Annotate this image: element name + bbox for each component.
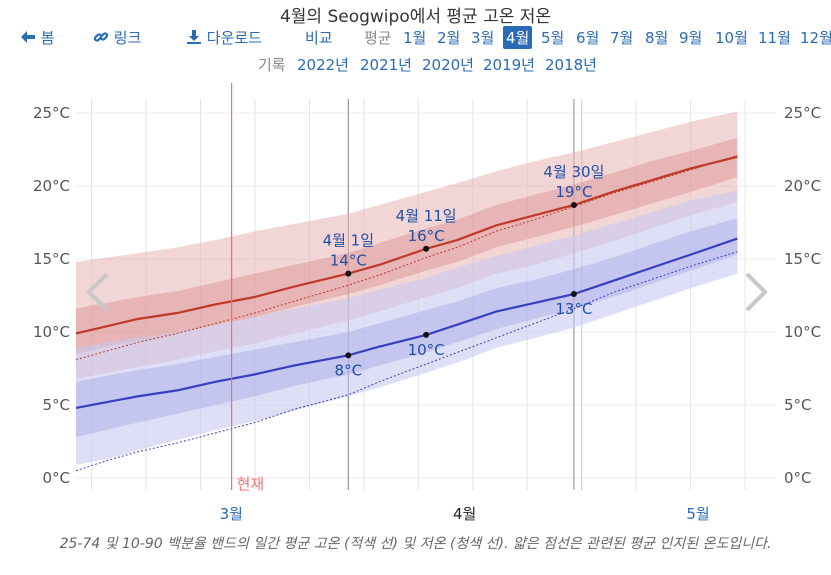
chart-caption: 25-74 및 10-90 백분율 밴드의 일간 평균 고온 (적색 선) 및 … bbox=[59, 536, 772, 552]
y-tick-label-right: 0°C bbox=[784, 469, 812, 487]
prev-arrow-icon[interactable] bbox=[86, 272, 109, 312]
record-year-2021[interactable]: 2021년 bbox=[360, 56, 412, 74]
high-annotation-label: 16°C bbox=[408, 227, 445, 245]
annotation-date-label: 4월 30일 bbox=[543, 163, 604, 181]
y-tick-label-right: 15°C bbox=[784, 250, 821, 268]
back-spring-link[interactable]: 봄 bbox=[20, 27, 55, 48]
link-button[interactable]: 링크 bbox=[93, 27, 141, 48]
page-title: 4월의 Seogwipo에서 평균 고온 저온 bbox=[279, 7, 552, 27]
month-link-3[interactable]: 3월 bbox=[471, 29, 495, 47]
high-annotation-point bbox=[345, 270, 352, 277]
low-perceived-dotted-line bbox=[75, 251, 738, 472]
y-tick-label-left: 5°C bbox=[42, 396, 70, 414]
low-annotation-label: 10°C bbox=[408, 341, 445, 359]
low-annotation-point bbox=[345, 352, 352, 359]
record-year-2019[interactable]: 2019년 bbox=[483, 56, 535, 74]
line-layer bbox=[75, 83, 738, 490]
low-band-25-75 bbox=[76, 218, 738, 438]
high-band-10-90 bbox=[76, 111, 738, 379]
download-button[interactable]: 다운로드 bbox=[186, 27, 262, 48]
month-link-11[interactable]: 11월 bbox=[758, 29, 791, 47]
now-label: 현재 bbox=[237, 475, 265, 493]
y-tick-label-right: 20°C bbox=[784, 177, 821, 195]
y-tick-label-left: 10°C bbox=[33, 323, 70, 341]
temperature-chart: 0°C 0°C 5°C 5°C 10°C 10°C 15°C 15°C 20°C 20°C 25°C… bbox=[33, 83, 821, 523]
low-annotation-label: 8°C bbox=[335, 361, 363, 379]
low-band-10-90 bbox=[76, 190, 738, 465]
high-perceived-dotted-line bbox=[75, 154, 738, 361]
high-annotation-label: 19°C bbox=[555, 183, 592, 201]
next-arrow-icon[interactable] bbox=[745, 272, 768, 312]
y-tick-label-left: 0°C bbox=[42, 469, 70, 487]
record-year-2020[interactable]: 2020년 bbox=[422, 56, 474, 74]
month-label: 3월 bbox=[220, 505, 243, 523]
month-link-12[interactable]: 12월 bbox=[800, 29, 831, 47]
y-tick-label-right: 25°C bbox=[784, 104, 821, 122]
high-annotation-label: 14°C bbox=[330, 252, 367, 270]
low-temperature-line bbox=[75, 237, 738, 410]
low-annotation-label: 13°C bbox=[555, 300, 592, 318]
band-layer bbox=[76, 111, 738, 465]
link-label: 링크 bbox=[113, 29, 142, 47]
y-tick-label-right: 10°C bbox=[784, 323, 821, 341]
annotation-date-label: 4월 1일 bbox=[323, 232, 374, 250]
month-link-8[interactable]: 8월 bbox=[645, 29, 669, 47]
month-link-6[interactable]: 6월 bbox=[576, 29, 600, 47]
y-tick-label-right: 5°C bbox=[784, 396, 812, 414]
high-annotation-point bbox=[570, 201, 577, 208]
download-label: 다운로드 bbox=[206, 29, 262, 47]
high-annotation-point bbox=[423, 245, 430, 252]
annotation-date-label: 4월 11일 bbox=[396, 207, 457, 225]
month-link-10[interactable]: 10월 bbox=[715, 29, 748, 47]
y-tick-label-left: 20°C bbox=[33, 177, 70, 195]
y-tick-label-left: 15°C bbox=[33, 250, 70, 268]
y-tick-label-left: 25°C bbox=[33, 104, 70, 122]
month-label: 5월 bbox=[686, 505, 709, 523]
month-link-4-active[interactable]: 4월 bbox=[503, 26, 533, 49]
arrow-left-icon bbox=[21, 31, 35, 43]
average-label: 평균 bbox=[364, 29, 392, 47]
download-icon bbox=[187, 30, 201, 44]
month-link-5[interactable]: 5월 bbox=[541, 29, 565, 47]
high-temperature-line bbox=[75, 155, 738, 335]
record-year-2022[interactable]: 2022년 bbox=[297, 56, 349, 74]
low-annotation-point bbox=[423, 331, 430, 338]
month-link-7[interactable]: 7월 bbox=[610, 29, 634, 47]
link-icon bbox=[93, 32, 109, 42]
records-row: 기록 2022년 2021년 2020년 2019년 2018년 bbox=[0, 54, 831, 74]
records-label: 기록 bbox=[258, 56, 286, 74]
month-link-2[interactable]: 2월 bbox=[437, 29, 461, 47]
compare-link[interactable]: 비교 bbox=[305, 29, 333, 47]
low-annotation-point bbox=[570, 291, 577, 298]
nav-toolbar: 봄 링크 다운로드 비교 평균 1월 2월 3월 4월 5월 6월 7월 8월 … bbox=[0, 26, 831, 49]
spring-label: 봄 bbox=[40, 29, 55, 47]
month-link-9[interactable]: 9월 bbox=[679, 29, 703, 47]
month-label: 4월 bbox=[453, 505, 476, 523]
record-year-2018[interactable]: 2018년 bbox=[545, 56, 597, 74]
month-link-1[interactable]: 1월 bbox=[403, 29, 427, 47]
label-layer: 0°C 0°C 5°C 5°C 10°C 10°C 15°C 15°C 20°C 20°C 25°C… bbox=[33, 104, 821, 523]
